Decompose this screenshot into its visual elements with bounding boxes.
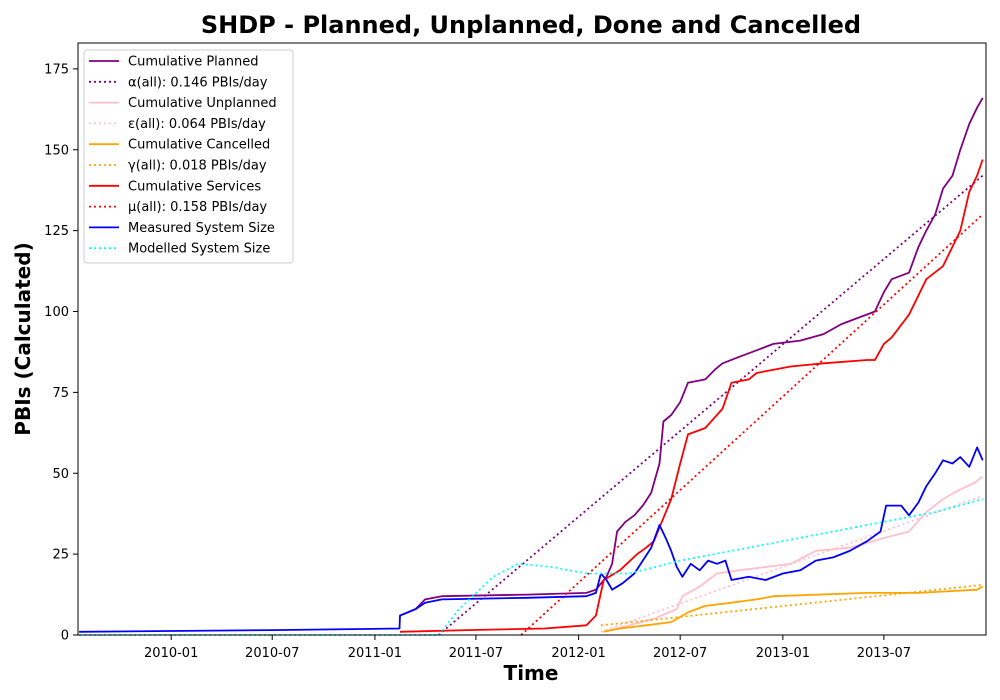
series-line-all-0-146-pbis-day	[437, 174, 984, 636]
legend-label-modelled-system-size: Modelled System Size	[128, 242, 270, 257]
y-tick-label: 75	[52, 386, 69, 401]
x-tick-label: 2010-01	[144, 646, 198, 661]
x-tick-label: 2013-07	[857, 646, 911, 661]
x-axis-label: Time	[504, 661, 559, 685]
y-tick-label: 175	[44, 62, 69, 77]
series-line-cumulative-cancelled	[603, 585, 984, 633]
x-tick-label: 2012-07	[653, 646, 707, 661]
y-tick-label: 0	[61, 629, 69, 644]
legend-box	[83, 49, 294, 264]
y-tick-label: 150	[44, 143, 69, 158]
y-tick-label: 25	[52, 548, 69, 563]
x-tick-label: 2011-07	[449, 646, 503, 661]
y-tick-label: 125	[44, 224, 69, 239]
y-axis-ticks: 0 25 50 75 100 125 150 175	[44, 62, 78, 644]
legend-label-cumulative-cancelled: Cumulative Cancelled	[128, 138, 270, 153]
series-line-measured-system-size	[79, 446, 984, 633]
legend-label-all-0-146-pbis-day: α(all): 0.146 PBIs/day	[128, 75, 268, 90]
legend-label-cumulative-services: Cumulative Services	[128, 179, 261, 194]
legend-label-cumulative-planned: Cumulative Planned	[128, 55, 258, 70]
plot-frame	[77, 42, 987, 636]
legend-label-cumulative-unplanned: Cumulative Unplanned	[128, 96, 277, 111]
chart-title: SHDP - Planned, Unplanned, Done and Canc…	[201, 11, 861, 39]
legend-label-measured-system-size: Measured System Size	[128, 221, 275, 236]
series-line-cumulative-services	[399, 159, 984, 633]
series-line-cumulative-unplanned	[603, 475, 984, 633]
x-tick-label: 2010-07	[245, 646, 299, 661]
series-line-all-0-158-pbis-day	[520, 213, 984, 636]
plot-lines	[79, 97, 984, 636]
x-axis-ticks: 2010-01 2010-07 2011-01 2011-07 2012-01 2012-…	[144, 635, 911, 661]
legend: Cumulative Planned α(all): 0.146 PBIs/day…	[83, 49, 294, 264]
y-axis-label: PBIs (Calculated)	[11, 242, 35, 435]
y-tick-label: 50	[52, 467, 69, 482]
series-line-all-0-018-pbis-day	[600, 584, 983, 627]
y-tick-label: 100	[44, 305, 69, 320]
x-tick-label: 2011-01	[348, 646, 402, 661]
legend-label-all-0-018-pbis-day: γ(all): 0.018 PBIs/day	[128, 159, 267, 174]
legend-label-all-0-064-pbis-day: ε(all): 0.064 PBIs/day	[128, 117, 266, 132]
legend-label-all-0-158-pbis-day: μ(all): 0.158 PBIs/day	[128, 200, 267, 215]
x-tick-label: 2013-01	[756, 646, 810, 661]
x-tick-label: 2012-01	[551, 646, 605, 661]
